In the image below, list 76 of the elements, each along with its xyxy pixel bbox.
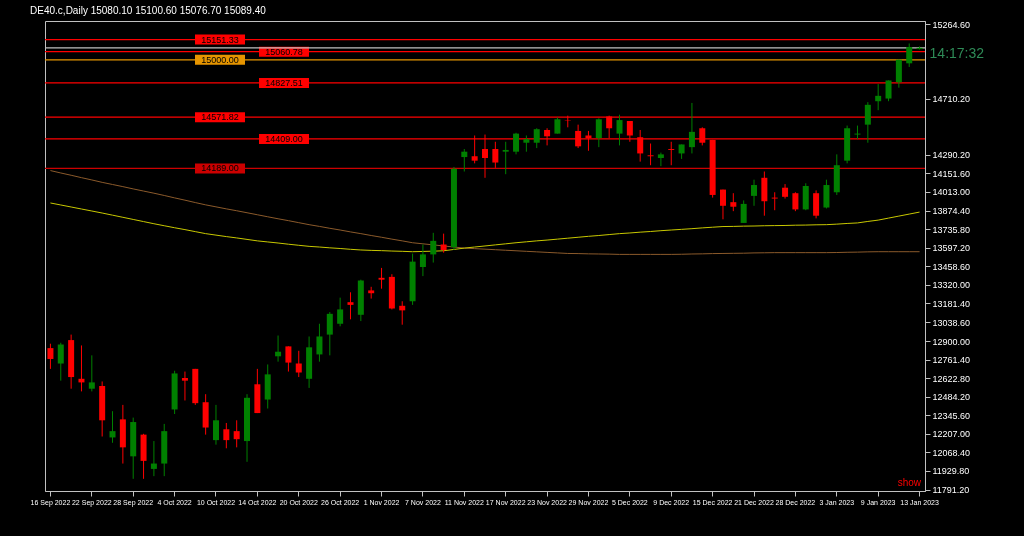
y-tick-label: 14290.20 bbox=[932, 150, 971, 161]
candlestick bbox=[647, 143, 654, 166]
ref-line-label: 15151.33 bbox=[201, 34, 239, 45]
candlestick bbox=[378, 267, 385, 290]
candlestick bbox=[513, 132, 520, 155]
candlestick bbox=[88, 354, 95, 392]
candlestick bbox=[751, 179, 758, 207]
y-tick-label: 12900.00 bbox=[932, 336, 971, 347]
y-tick-label: 13735.80 bbox=[932, 224, 971, 235]
ref-line-label: 14189.00 bbox=[201, 163, 239, 174]
ref-line-label: 15000.00 bbox=[201, 54, 239, 65]
candlestick bbox=[502, 141, 509, 175]
candlestick bbox=[813, 189, 820, 219]
y-tick-label: 15264.60 bbox=[932, 19, 971, 30]
line-series bbox=[49, 170, 921, 255]
y-tick-label: 13874.40 bbox=[932, 206, 971, 217]
annotation: show bbox=[897, 477, 922, 488]
y-tick-label: 14710.20 bbox=[932, 94, 971, 105]
y-tick-label: 13320.00 bbox=[932, 280, 971, 291]
y-tick-label: 13038.60 bbox=[932, 317, 971, 328]
candlestick bbox=[595, 117, 602, 148]
candlestick bbox=[864, 101, 871, 144]
y-tick-label: 12761.40 bbox=[932, 355, 971, 366]
y-tick-label: 12207.00 bbox=[932, 429, 971, 440]
candlestick bbox=[347, 291, 354, 320]
candlestick bbox=[492, 141, 499, 169]
candlestick bbox=[223, 422, 230, 449]
ref-line-label: 15060.78 bbox=[265, 46, 303, 57]
candlestick bbox=[533, 127, 540, 149]
candlestick bbox=[761, 171, 768, 217]
candlestick bbox=[616, 114, 623, 146]
y-tick-label: 11929.80 bbox=[932, 466, 970, 477]
candlestick bbox=[150, 440, 157, 477]
candlestick bbox=[895, 59, 902, 89]
ref-line-label: 14409.00 bbox=[265, 133, 303, 144]
candlestick bbox=[802, 182, 809, 211]
candlestick bbox=[885, 79, 892, 102]
candlestick bbox=[181, 371, 188, 401]
candlestick bbox=[285, 345, 292, 373]
candlestick bbox=[47, 343, 54, 370]
candlestick bbox=[430, 232, 437, 264]
y-tick-label: 12068.40 bbox=[932, 447, 971, 458]
candlestick bbox=[316, 323, 323, 363]
candlestick bbox=[326, 311, 333, 356]
y-tick-label: 12345.60 bbox=[932, 410, 971, 421]
y-tick-label: 13181.40 bbox=[932, 298, 971, 309]
candlestick bbox=[688, 102, 695, 154]
y-tick-label: 14013.00 bbox=[932, 187, 971, 198]
ref-line-label: 14571.82 bbox=[201, 112, 239, 123]
candlestick bbox=[875, 83, 882, 111]
candlestick bbox=[657, 152, 664, 167]
ref-line-label: 14827.51 bbox=[265, 77, 303, 88]
y-tick-label: 13458.60 bbox=[932, 261, 971, 272]
candlestick bbox=[57, 342, 64, 382]
candlestick bbox=[440, 233, 447, 254]
y-tick-label: 12484.20 bbox=[932, 392, 971, 403]
candlestick bbox=[233, 419, 240, 448]
y-tick-label: 11791.20 bbox=[932, 485, 970, 495]
y-tick-label: 13597.20 bbox=[932, 243, 971, 254]
candlestick bbox=[823, 179, 830, 209]
line-series bbox=[49, 202, 921, 253]
candlestick bbox=[109, 410, 116, 444]
candlestick bbox=[906, 43, 913, 68]
candlestick bbox=[771, 191, 778, 211]
chart-title: DE40.c,Daily 15080.10 15100.60 15076.70 15089.40 bbox=[30, 5, 267, 17]
candlestick bbox=[212, 404, 219, 446]
y-tick-label: 12622.80 bbox=[932, 373, 971, 384]
y-tick-label: 14151.60 bbox=[932, 168, 971, 179]
candlestick bbox=[419, 243, 426, 277]
candlestick bbox=[337, 297, 344, 327]
annotation: 14:17:32 bbox=[929, 45, 985, 62]
candlestick bbox=[668, 141, 675, 166]
candlestick bbox=[461, 148, 468, 173]
candlestick bbox=[792, 191, 799, 212]
candlestick bbox=[740, 199, 747, 224]
candlestick bbox=[719, 189, 726, 220]
